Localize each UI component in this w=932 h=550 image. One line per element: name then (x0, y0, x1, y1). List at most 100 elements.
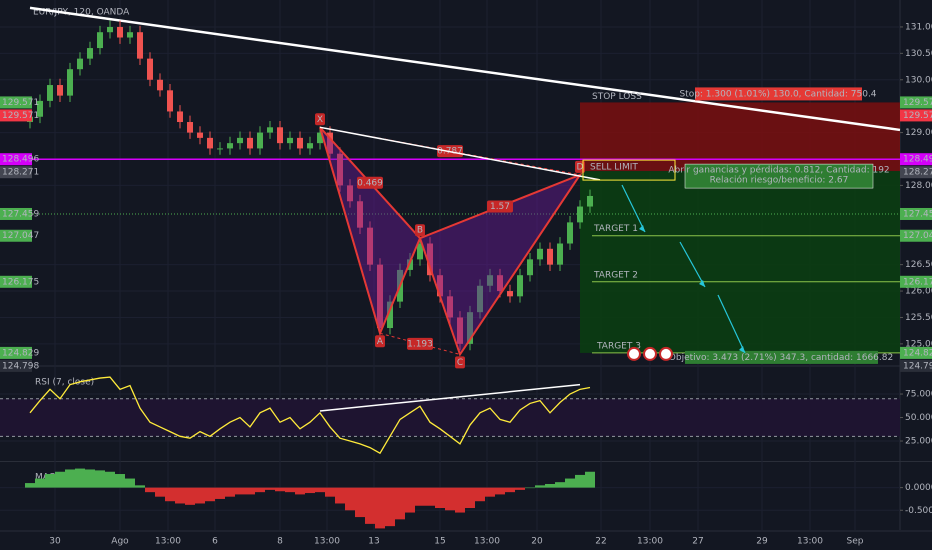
candle-body (237, 137, 243, 144)
candle-body (197, 132, 203, 138)
candle-body (207, 137, 213, 149)
y-tick-label: 130.000 (905, 75, 932, 85)
macd-bar (285, 487, 295, 493)
macd-bar (325, 487, 335, 497)
macd-bar (375, 487, 385, 529)
macd-bar (75, 468, 85, 488)
rsi-trendline (319, 383, 581, 412)
candle-body (467, 312, 473, 344)
macd-bar (505, 487, 515, 493)
candle-body (547, 248, 553, 265)
target-info-bg (685, 350, 878, 364)
macd-bar (145, 487, 155, 493)
price-marker-label: 126.175 (903, 277, 932, 287)
candle-body (77, 58, 83, 70)
x-tick-label: 27 (692, 537, 703, 547)
price-marker (900, 207, 932, 220)
pane-title: EUR/JPY, 120, OANDA (33, 8, 130, 18)
x-tick-label: 30 (49, 537, 61, 547)
price-marker-label: 127.459 (903, 209, 932, 219)
macd-bar (555, 482, 565, 488)
xd-line (319, 126, 601, 181)
macd-bar (185, 487, 195, 505)
macd-bar (545, 483, 555, 488)
macd-bar (105, 471, 115, 488)
point-label: A (377, 337, 384, 347)
candle-body (117, 26, 123, 38)
x-tick-label: 13 (368, 537, 379, 547)
macd-bar (585, 471, 595, 488)
candle-body (437, 275, 443, 297)
price-marker-label: 129.571 (903, 111, 932, 121)
candle-body (267, 127, 273, 133)
macd-bar (295, 487, 305, 495)
event-icon[interactable] (643, 346, 657, 361)
info-line: Abrir ganancias y pérdidas: 0.812, Canti… (668, 165, 889, 176)
point-label: D (577, 162, 584, 172)
price-marker (900, 96, 932, 109)
macd-bar (385, 487, 395, 527)
point-label-bg (415, 224, 425, 237)
candle-body (357, 201, 363, 228)
price-marker-label: 128.271 (903, 168, 932, 178)
stop-loss-label: STOP LOSS (592, 92, 642, 102)
macd-bar (265, 487, 275, 490)
ratio-label: 1.193 (407, 339, 433, 349)
x-tick-label: 8 (277, 537, 283, 547)
candle-body (97, 32, 103, 49)
sell-limit-label: SELL LIMIT (590, 163, 638, 173)
event-icon[interactable] (627, 346, 641, 361)
arrow (717, 294, 746, 354)
macd-bar (125, 478, 135, 488)
point-label-bg (375, 335, 385, 348)
macd-bar (365, 487, 375, 524)
x-tick-label: 13:00 (314, 537, 340, 547)
macd-bar (455, 487, 465, 513)
candle-body (37, 100, 43, 117)
stop-zone (580, 102, 900, 172)
candle-body (57, 85, 63, 96)
arrow (621, 184, 646, 233)
candle-body (447, 296, 453, 318)
candle-body (177, 111, 183, 123)
ratio-label-bg (357, 176, 383, 189)
price-marker-label: 124.829 (903, 348, 932, 358)
macd-bar (435, 487, 445, 509)
rsi-band (0, 398, 900, 437)
stop-info: Stop: 1.300 (1.01%) 130.0, Cantidad: 750… (679, 89, 876, 99)
price-marker (0, 346, 32, 359)
y-tick-label: 25.000 (905, 437, 932, 447)
event-icon[interactable] (659, 346, 673, 361)
point-label-bg (315, 113, 325, 126)
arrow-head (639, 225, 645, 232)
macd-bar (65, 469, 75, 488)
candle-body (257, 132, 263, 149)
price-marker-label: 129.571 (2, 98, 39, 108)
macd-bar (215, 487, 225, 499)
candle-body (227, 143, 233, 149)
target-label: TARGET 3 (596, 341, 641, 351)
y-tick-label: 0.0000 (905, 483, 932, 493)
point-label: X (317, 115, 323, 125)
y-tick-label: 126.000 (905, 287, 932, 297)
price-marker (900, 166, 932, 179)
x-tick-label: 13:00 (637, 537, 663, 547)
macd-bar (565, 478, 575, 488)
candle-body (317, 132, 323, 144)
target-label: TARGET 1 (593, 224, 638, 234)
candle-body (567, 222, 573, 244)
price-marker (0, 153, 32, 166)
candle-body (107, 26, 113, 33)
candle-body (387, 301, 393, 329)
macd-bar (395, 487, 405, 520)
candle-body (337, 153, 343, 186)
price-marker (0, 166, 32, 179)
price-marker (900, 109, 932, 122)
macd-bar (165, 487, 175, 502)
y-tick-label: 126.500 (905, 260, 932, 270)
ratio-line (379, 332, 461, 355)
macd-bar (85, 469, 95, 488)
y-tick-label: 75.000 (905, 390, 932, 400)
sell-limit-box (582, 159, 676, 181)
ratio-label: 0.469 (357, 178, 383, 188)
